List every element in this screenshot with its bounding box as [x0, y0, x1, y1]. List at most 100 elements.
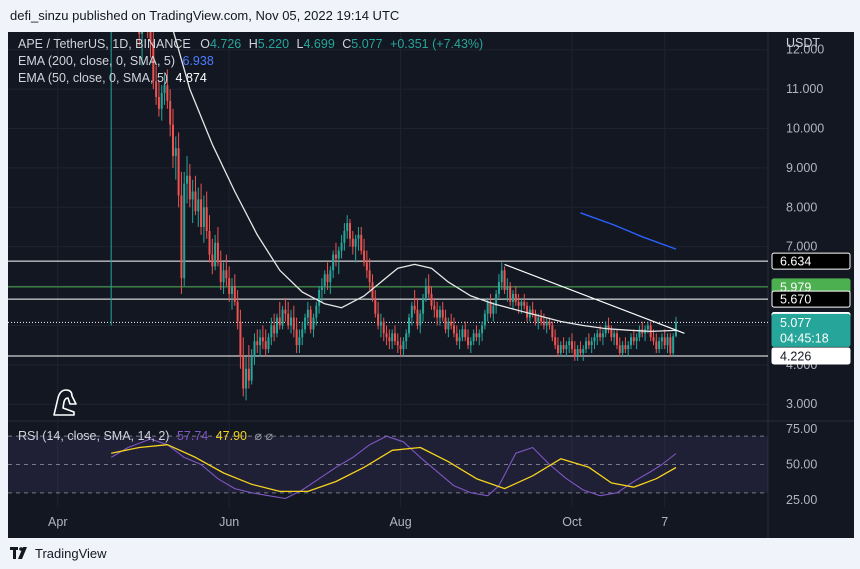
candle-body [385, 333, 388, 338]
candle-body [531, 309, 534, 314]
change-value: +0.351 (+7.43%) [390, 37, 484, 51]
candle-body [576, 349, 579, 357]
candle-body [424, 286, 427, 298]
candle-group [110, 32, 677, 401]
rsi-tick-label: 75.00 [786, 422, 817, 436]
candle-body [374, 297, 377, 314]
candle-body [492, 305, 495, 314]
candle-body [337, 250, 340, 259]
candle-body [329, 270, 332, 283]
candle-body [565, 345, 568, 350]
candle-body [292, 317, 295, 330]
candle-body [590, 341, 593, 346]
candle-body [427, 286, 430, 294]
candle-body [402, 341, 405, 350]
rsi-axis[interactable]: 25.00 50.00 75.00 [786, 422, 817, 507]
chart-canvas[interactable]: 3.0004.0005.0006.0007.0008.0009.00010.00… [8, 32, 854, 538]
candle-body [340, 242, 343, 251]
candle-body [599, 333, 602, 338]
candle-body [464, 329, 467, 338]
candle-body [562, 345, 565, 350]
candle-body [495, 293, 498, 306]
candle-body [660, 337, 663, 342]
candle-body [506, 286, 509, 291]
brand-label: TradingView [35, 545, 107, 561]
candle-body [419, 313, 422, 326]
candle-body [278, 317, 281, 326]
horizontal-levels [8, 260, 768, 357]
candle-body [410, 305, 413, 318]
candle-body [430, 293, 433, 306]
candle-body [250, 356, 253, 381]
candle-body [399, 345, 402, 350]
candle-body [214, 242, 217, 267]
candle-body [545, 321, 548, 326]
candle-body [669, 337, 672, 354]
price-tag-label: 4.226 [780, 349, 811, 363]
candle-body [514, 293, 517, 302]
candle-body [273, 325, 276, 334]
price-tag-box [771, 252, 851, 270]
time-axis[interactable]: Apr Jun Aug Oct 7 [48, 515, 668, 529]
chart-area[interactable]: 3.0004.0005.0006.0007.0008.0009.00010.00… [8, 32, 854, 538]
candle-body [635, 337, 638, 342]
candle-body [672, 336, 675, 354]
candle-body [351, 238, 354, 247]
candle-body [281, 309, 284, 326]
candle-body [379, 321, 382, 326]
candle-body [157, 96, 160, 109]
candle-body [228, 278, 231, 294]
price-axis[interactable]: 3.0004.0005.0006.0007.0008.0009.00010.00… [786, 36, 824, 411]
candle-body [618, 345, 621, 354]
candle-body [346, 223, 349, 231]
candle-body [674, 322, 677, 337]
candle-body [548, 321, 551, 326]
candle-body [455, 333, 458, 342]
ape-logo-icon [53, 389, 77, 416]
candle-body [573, 349, 576, 357]
indicator-lines [110, 32, 685, 500]
price-tag-label: 5.077 [780, 316, 811, 330]
candle-body [556, 345, 559, 354]
candle-body [320, 286, 323, 291]
candle-body [208, 230, 211, 255]
price-tick-label: 9.000 [786, 161, 817, 175]
candle-body [447, 321, 450, 330]
publisher-line: defi_sinzu published on TradingView.com,… [10, 8, 400, 23]
candle-body [582, 349, 585, 354]
candle-body [222, 270, 225, 283]
candle-body [615, 333, 618, 346]
ema200-label: EMA (200, close, 0, SMA, 5) [18, 54, 176, 68]
candle-body [551, 325, 554, 338]
candle-body [256, 341, 259, 346]
candle-body [295, 329, 298, 346]
candle-body [554, 337, 557, 346]
candle-body [323, 274, 326, 287]
candle-body [607, 325, 610, 330]
candle-body [500, 270, 503, 283]
low-label: L [296, 37, 304, 51]
candle-body [627, 345, 630, 350]
candle-body [405, 333, 408, 342]
candle-body [368, 270, 371, 283]
candle-body [149, 32, 152, 42]
candle-body [450, 321, 453, 326]
candle-body [391, 333, 394, 342]
price-tag-box [771, 347, 851, 365]
legend-ema200-row: EMA (200, close, 0, SMA, 5) 6.938 [18, 54, 214, 68]
time-tick-label: 7 [661, 515, 668, 529]
tradingview-brand[interactable]: TradingView [10, 543, 107, 563]
candle-body [523, 301, 526, 306]
close-label: C [342, 37, 352, 51]
candle-body [242, 356, 245, 389]
candle-body [441, 309, 444, 318]
candle-body [461, 329, 464, 338]
price-tick-label: 3.000 [786, 397, 817, 411]
candle-body [169, 100, 172, 125]
candle-body [663, 337, 666, 346]
candle-body [230, 286, 233, 294]
candle-body [559, 345, 562, 354]
candle-body [275, 317, 278, 334]
candle-body [309, 309, 312, 330]
